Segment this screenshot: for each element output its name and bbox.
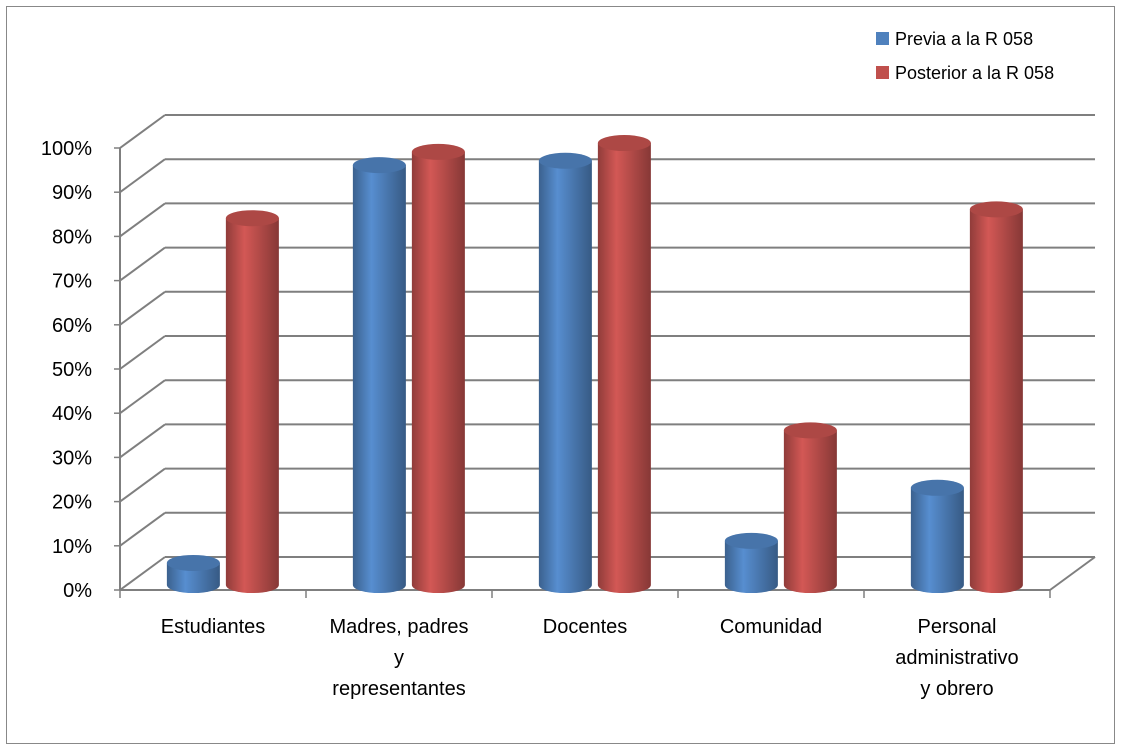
bars [166,135,1023,594]
gridline-side [119,246,166,282]
gridline-side [119,556,166,591]
bar-top [225,210,279,227]
bar-top [724,532,778,549]
x-category-label-line: y [394,647,404,669]
bar-top [166,554,220,571]
bar-previa [166,554,220,594]
bar-body [538,160,592,594]
bar-body [352,165,406,594]
x-category-label: Personal administrativo y obrero [895,616,1018,700]
gridline-side [119,158,166,194]
bar-previa [538,152,592,594]
gridline-side [119,335,166,370]
floor-edge [1049,556,1096,591]
bar-top [969,201,1023,218]
bar-top [352,157,406,174]
bar-posterior [597,135,651,594]
y-tick-label: 30% [52,447,92,469]
bar-posterior [225,210,279,594]
x-category-label-line: representantes [332,678,465,700]
gridline-side [119,423,166,459]
gridline-side [119,114,166,149]
x-category-label-line: Estudiantes [161,616,266,638]
y-tick-label: 10% [52,536,92,558]
x-category-label: Docentes [543,616,628,638]
y-tick-label: 100% [41,138,92,160]
bar-top [910,479,964,496]
bar-previa [724,532,778,594]
bar-body [783,430,837,594]
bar-top [783,422,837,439]
x-category-label: Estudiantes [161,616,266,638]
y-tick-label: 70% [52,271,92,293]
y-tick-label: 40% [52,403,92,425]
x-category-label: Madres, padres y representantes [330,616,469,700]
y-tick-label: 60% [52,315,92,337]
bar-body [910,487,964,594]
bar-body [597,143,651,594]
legend-swatch [876,66,889,79]
y-tick-label: 50% [52,359,92,381]
bar-top [597,135,651,152]
y-tick-label: 0% [63,580,92,602]
legend-swatch [876,32,889,45]
x-category-label-line: administrativo [895,647,1018,669]
bar-body [225,218,279,594]
y-axis: 0% 10% 20% 30% 40% 50% 60% 70% 80% 90% 100% [41,138,121,602]
bar-previa [910,479,964,594]
bar-body [411,151,465,594]
legend: Previa a la R 058 Posterior a la R 058 [876,29,1054,83]
bar-posterior [411,143,465,594]
bar-top [538,152,592,169]
y-tick-label: 90% [52,182,92,204]
y-tick-label: 20% [52,492,92,514]
gridline-side [119,511,166,547]
legend-label: Previa a la R 058 [895,29,1033,49]
x-category-label-line: Docentes [543,616,628,638]
x-category-label-line: Madres, padres [330,616,469,638]
x-category-label: Comunidad [720,616,822,638]
bar-previa [352,157,406,594]
x-category-label-line: Personal [918,616,997,638]
bar-top [411,143,465,160]
gridline-side [119,467,166,503]
gridline-side [119,202,166,238]
legend-label: Posterior a la R 058 [895,63,1054,83]
x-category-label-line: Comunidad [720,616,822,638]
bar-posterior [783,422,837,594]
bar-body [969,209,1023,594]
bar-body [166,562,220,594]
x-category-label-line: y obrero [920,678,993,700]
bar-body [724,540,778,594]
gridline-side [119,290,166,326]
y-tick-label: 80% [52,226,92,248]
gridline-side [119,379,166,415]
bar-posterior [969,201,1023,594]
